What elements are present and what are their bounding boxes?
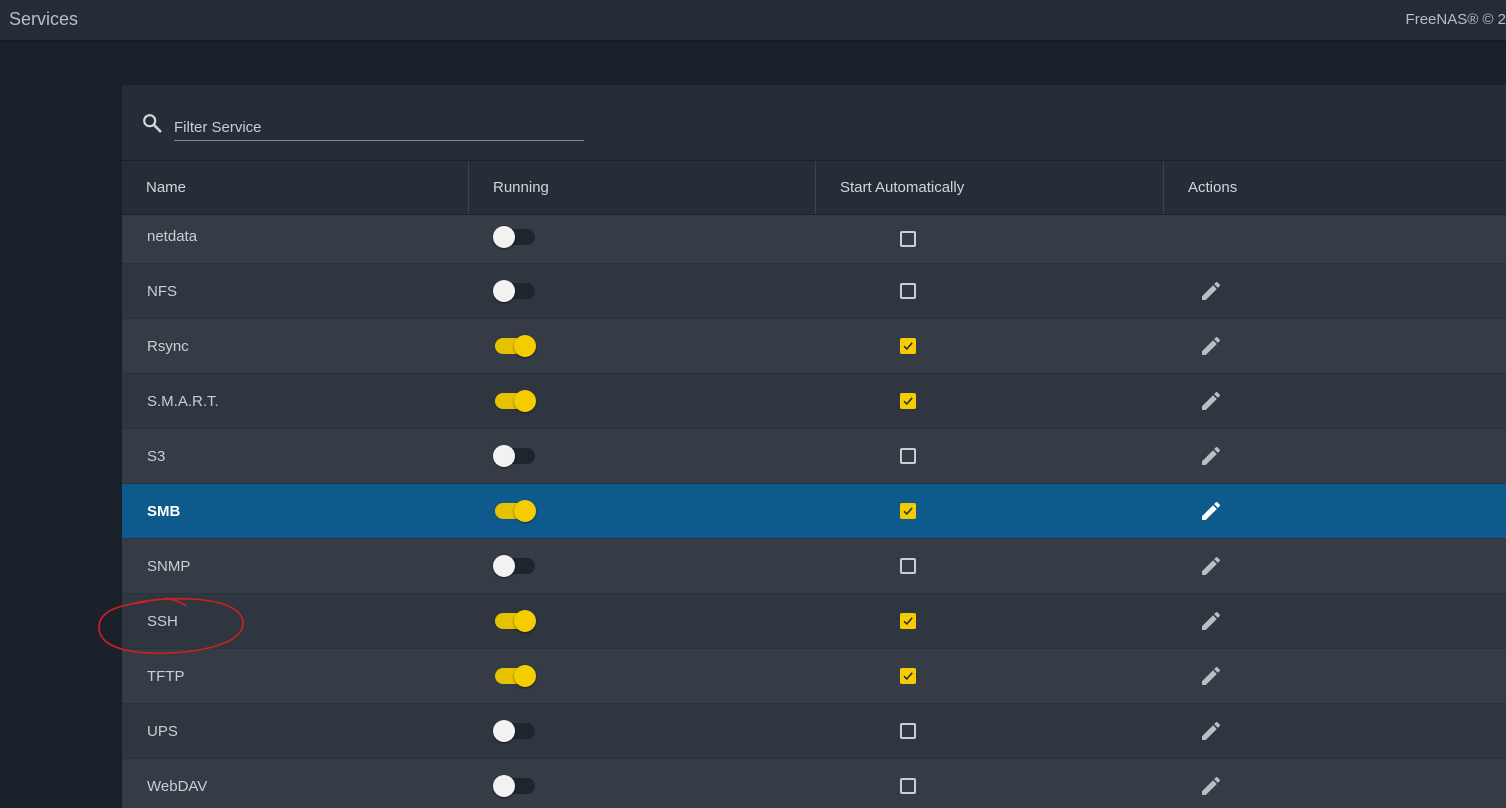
- start-automatically-checkbox[interactable]: [900, 723, 916, 739]
- toggle-knob: [514, 390, 536, 412]
- running-toggle[interactable]: [495, 335, 536, 357]
- start-automatically-checkbox[interactable]: [900, 558, 916, 574]
- service-name: S.M.A.R.T.: [147, 392, 219, 410]
- top-bar: Services FreeNAS® © 2: [0, 0, 1506, 41]
- edit-icon[interactable]: [1199, 444, 1223, 468]
- start-automatically-checkbox[interactable]: [900, 283, 916, 299]
- table-row[interactable]: TFTP: [122, 649, 1506, 704]
- running-toggle[interactable]: [495, 665, 536, 687]
- service-name: SNMP: [147, 557, 191, 575]
- left-rail: [0, 41, 122, 808]
- column-header-running[interactable]: Running: [469, 161, 816, 214]
- running-toggle[interactable]: [493, 445, 535, 467]
- start-automatically-checkbox[interactable]: [900, 778, 916, 794]
- running-toggle[interactable]: [495, 390, 536, 412]
- page-band: [122, 41, 1506, 85]
- filter-service-input[interactable]: [174, 114, 584, 141]
- toggle-knob: [493, 445, 515, 467]
- filter-bar: [122, 85, 1506, 161]
- start-automatically-checkbox[interactable]: [900, 338, 916, 354]
- table-row[interactable]: NFS: [122, 264, 1506, 319]
- edit-icon[interactable]: [1199, 609, 1223, 633]
- toggle-knob: [514, 335, 536, 357]
- toggle-knob: [514, 610, 536, 632]
- edit-icon[interactable]: [1199, 334, 1223, 358]
- toggle-knob: [514, 500, 536, 522]
- search-icon: [143, 114, 162, 133]
- service-name: Rsync: [147, 337, 189, 355]
- start-automatically-checkbox[interactable]: [900, 393, 916, 409]
- table-row[interactable]: netdata: [122, 215, 1506, 264]
- running-toggle[interactable]: [493, 226, 535, 248]
- table-header: Name Running Start Automatically Actions: [122, 161, 1506, 215]
- edit-icon[interactable]: [1199, 389, 1223, 413]
- start-automatically-checkbox[interactable]: [900, 503, 916, 519]
- check-icon: [903, 342, 913, 351]
- check-icon: [903, 507, 913, 516]
- service-name: SMB: [147, 502, 181, 520]
- toggle-knob: [493, 280, 515, 302]
- service-name: TFTP: [147, 667, 185, 685]
- running-toggle[interactable]: [495, 610, 536, 632]
- page-title: Services: [9, 9, 79, 29]
- service-name: S3: [147, 447, 166, 465]
- toggle-knob: [493, 226, 515, 248]
- table-row[interactable]: SNMP: [122, 539, 1506, 594]
- toggle-knob: [493, 775, 515, 797]
- table-row[interactable]: S.M.A.R.T.: [122, 374, 1506, 429]
- column-header-start-automatically[interactable]: Start Automatically: [816, 161, 1164, 214]
- edit-icon[interactable]: [1199, 774, 1223, 798]
- table-row[interactable]: SSH: [122, 594, 1506, 649]
- services-card: Name Running Start Automatically Actions…: [122, 85, 1506, 808]
- check-icon: [903, 397, 913, 406]
- edit-icon[interactable]: [1199, 664, 1223, 688]
- table-row[interactable]: S3: [122, 429, 1506, 484]
- running-toggle[interactable]: [493, 720, 535, 742]
- service-name: NFS: [147, 282, 177, 300]
- column-header-name[interactable]: Name: [122, 161, 469, 214]
- edit-icon[interactable]: [1199, 554, 1223, 578]
- start-automatically-checkbox[interactable]: [900, 613, 916, 629]
- table-row[interactable]: Rsync: [122, 319, 1506, 374]
- running-toggle[interactable]: [495, 500, 536, 522]
- check-icon: [903, 672, 913, 681]
- table-row[interactable]: WebDAV: [122, 759, 1506, 808]
- running-toggle[interactable]: [493, 775, 535, 797]
- toggle-knob: [493, 555, 515, 577]
- edit-icon[interactable]: [1199, 499, 1223, 523]
- service-name: UPS: [147, 722, 178, 740]
- column-header-actions[interactable]: Actions: [1188, 179, 1238, 196]
- running-toggle[interactable]: [493, 555, 535, 577]
- copyright-text: FreeNAS® © 2: [1405, 11, 1506, 28]
- service-name: SSH: [147, 612, 178, 630]
- start-automatically-checkbox[interactable]: [900, 668, 916, 684]
- edit-icon[interactable]: [1199, 719, 1223, 743]
- service-name: netdata: [147, 228, 198, 245]
- start-automatically-checkbox[interactable]: [900, 231, 916, 247]
- start-automatically-checkbox[interactable]: [900, 448, 916, 464]
- services-table-body: netdata NFS Rsync S.M.A.R.T. S3 SMB SNMP SSH TFT…: [122, 215, 1506, 808]
- running-toggle[interactable]: [493, 280, 535, 302]
- table-row[interactable]: UPS: [122, 704, 1506, 759]
- check-icon: [903, 617, 913, 626]
- edit-icon[interactable]: [1199, 279, 1223, 303]
- toggle-knob: [514, 665, 536, 687]
- table-row[interactable]: SMB: [122, 484, 1506, 539]
- service-name: WebDAV: [147, 777, 208, 795]
- toggle-knob: [493, 720, 515, 742]
